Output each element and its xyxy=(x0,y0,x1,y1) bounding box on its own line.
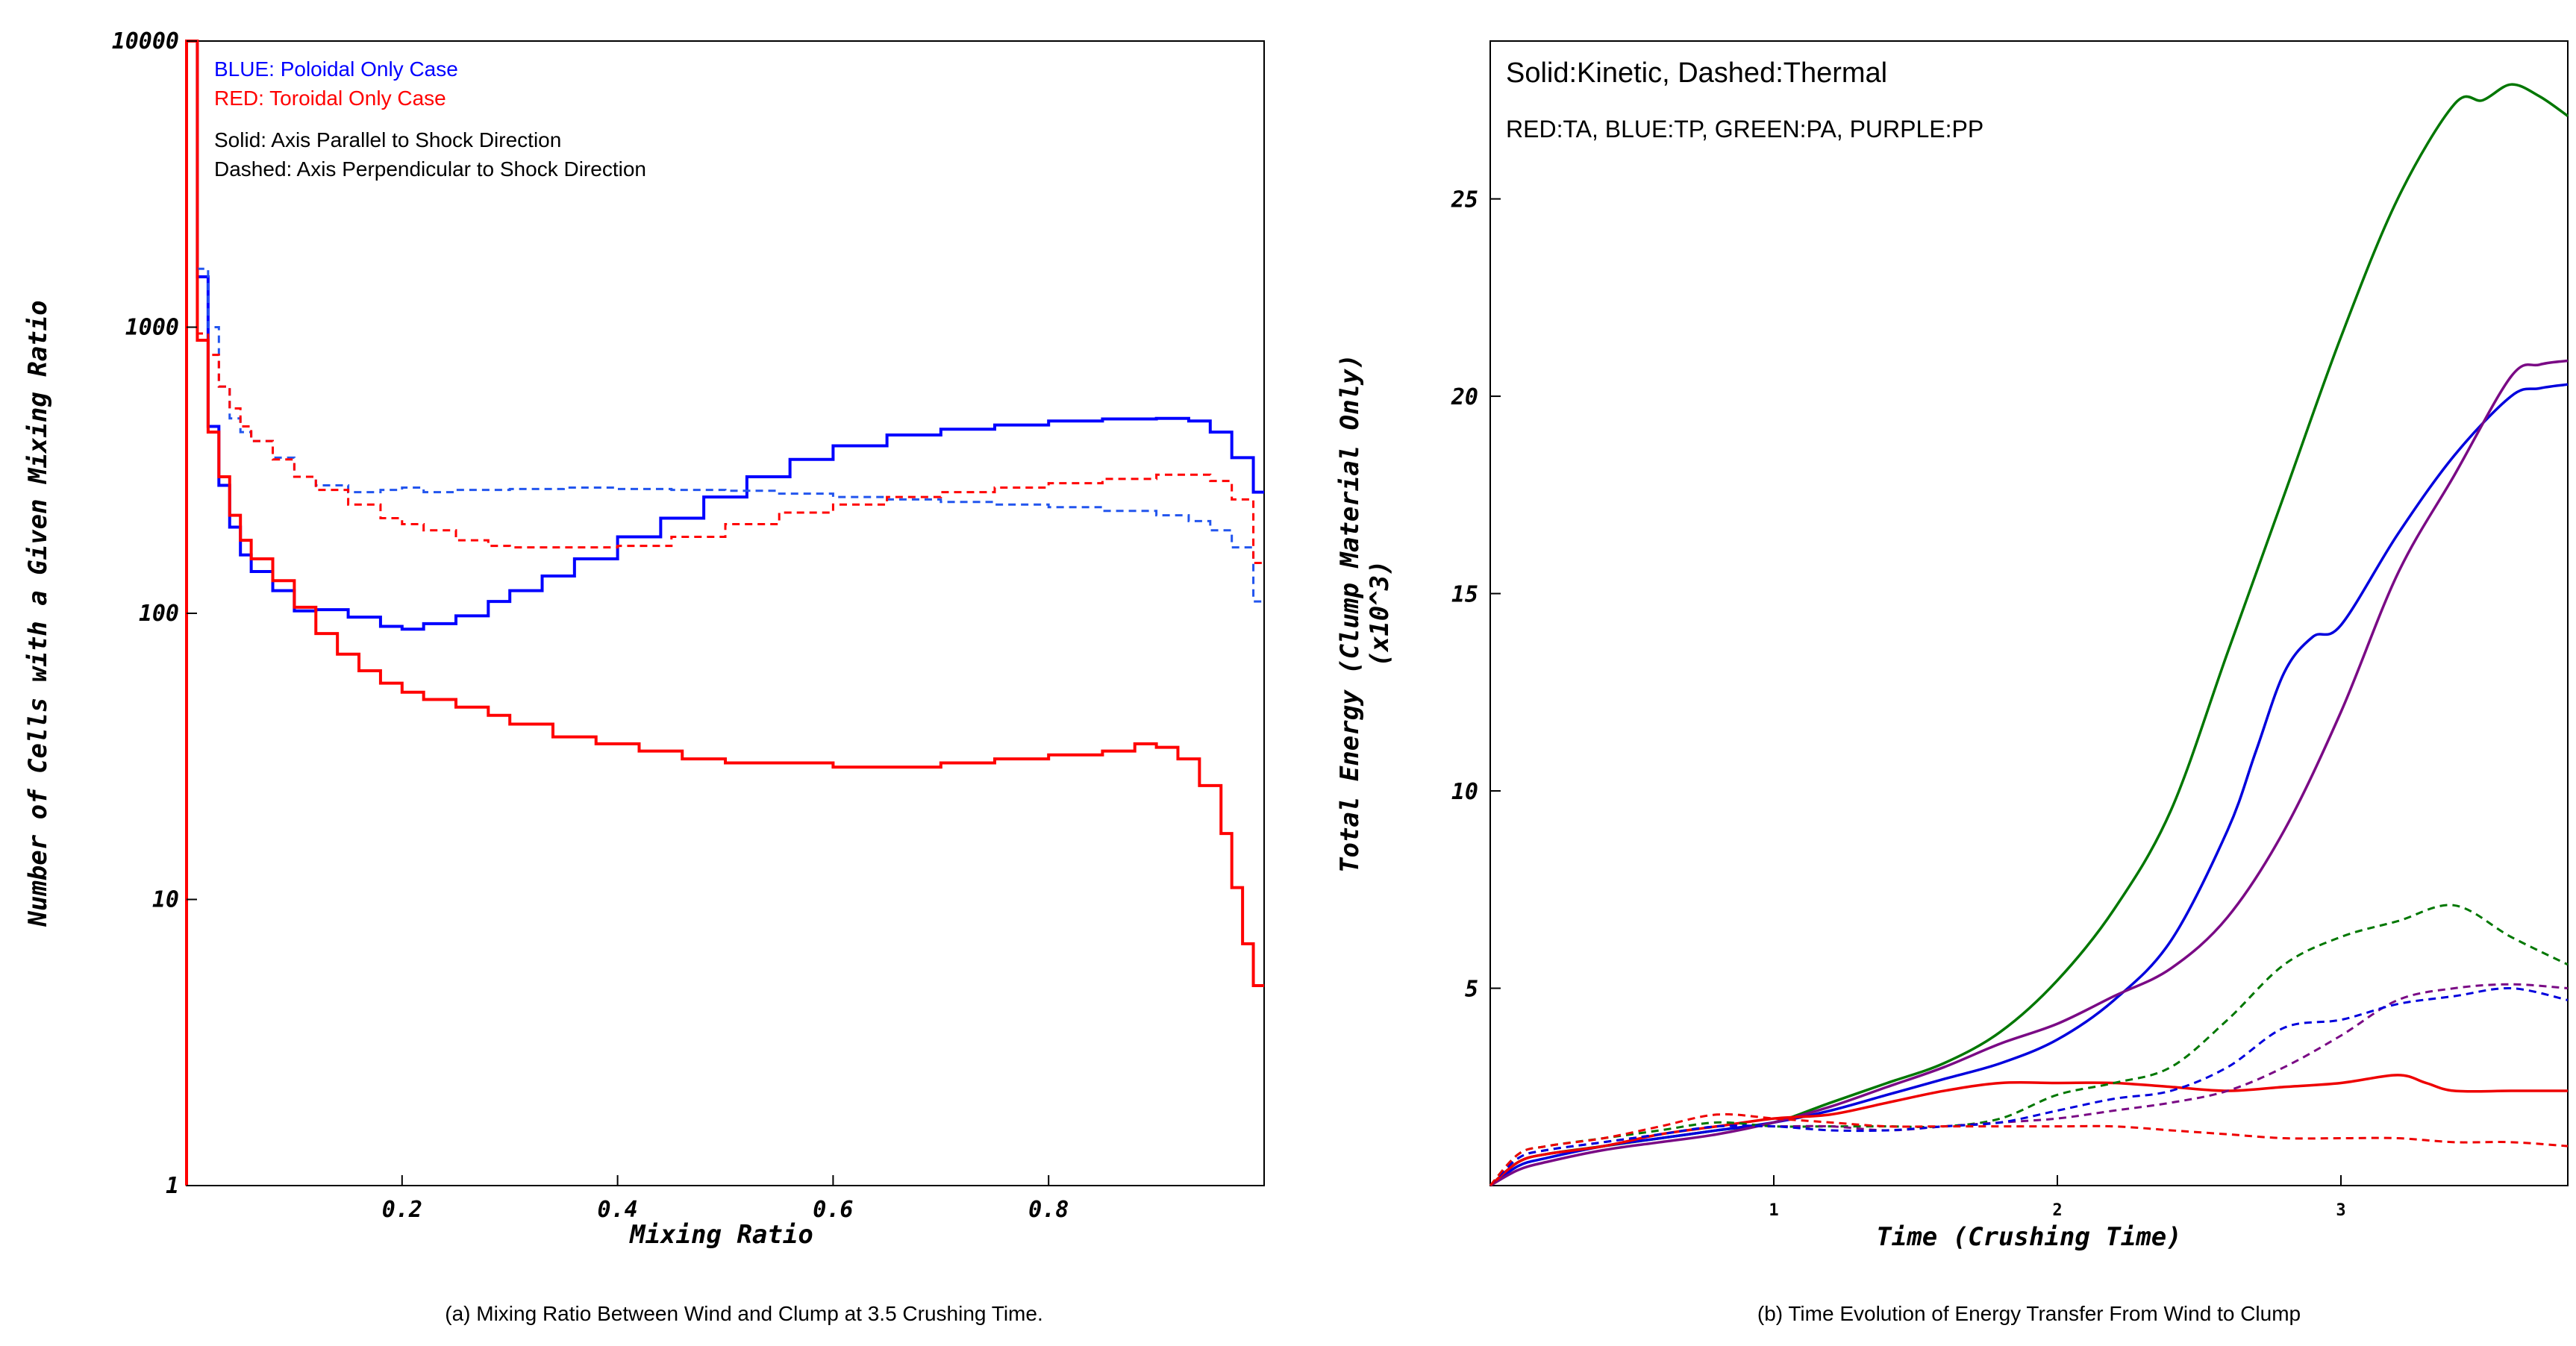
panel-b-y-tick-label: 15 xyxy=(1451,582,1478,608)
panel-b-x-tick-label: 3 xyxy=(2336,1201,2345,1220)
panel-a-x-tick-label: 0.8 xyxy=(1028,1197,1069,1223)
panel-a-series-2 xyxy=(185,40,1264,1186)
panel-b-y-tick-label: 5 xyxy=(1465,977,1478,1003)
panel-b-series-0 xyxy=(1489,83,2569,1187)
panel-a-series-0 xyxy=(185,40,1264,1186)
panel-a-y-tick-label: 10000 xyxy=(112,28,179,54)
panel-b-legend-entry: Solid:Kinetic, Dashed:Thermal xyxy=(1506,57,1887,89)
panel-b-energy: 1 2 3 5 10 15 20 25 Time (Crushing Time) Total … xyxy=(1335,40,2569,1325)
panel-b-series-2 xyxy=(1489,359,2569,1187)
panel-a-legend-entry: Solid: Axis Parallel to Shock Direction xyxy=(214,128,561,151)
panel-b-x-tick-label: 2 xyxy=(2052,1201,2062,1220)
panel-b-x-tick-label: 1 xyxy=(1769,1201,1778,1220)
panel-a-x-axis-label: Mixing Ratio xyxy=(629,1220,813,1250)
panel-b-y-axis-label: Total Energy (Clump Material Only) xyxy=(1335,354,1365,873)
panel-a-series-3 xyxy=(185,40,1264,1186)
panel-b-legend-entry: RED:TA, BLUE:TP, GREEN:PA, PURPLE:PP xyxy=(1506,116,1983,143)
panel-a-y-tick-label: 100 xyxy=(139,601,179,627)
panel-b-series-6 xyxy=(1489,987,2569,1187)
panel-b-y-tick-label: 10 xyxy=(1451,779,1478,805)
panel-a-x-tick-label: 0.6 xyxy=(813,1197,853,1223)
panel-a-series-1 xyxy=(185,40,1264,1186)
panel-a-y-tick-label: 10 xyxy=(152,887,179,913)
panel-a-y-tick-label: 1000 xyxy=(125,315,179,341)
panel-a-legend-entry: RED: Toroidal Only Case xyxy=(214,87,446,110)
panel-b-series-3 xyxy=(1489,1074,2568,1187)
panel-b-series-4 xyxy=(1489,904,2569,1187)
panel-a-mixing-ratio: 0.2 0.4 0.6 0.8 1 10 100 1000 10000 Mixing Ratio… xyxy=(23,28,1265,1325)
panel-a-x-tick-label: 0.4 xyxy=(598,1197,638,1223)
panel-a-y-axis-label: Number of Cells with a Given Mixing Rati… xyxy=(23,300,53,927)
panel-a-caption: (a) Mixing Ratio Between Wind and Clump … xyxy=(445,1302,1042,1325)
panel-b-series-7 xyxy=(1489,1112,2569,1187)
panel-b-series-1 xyxy=(1489,383,2569,1187)
panel-b-caption: (b) Time Evolution of Energy Transfer Fr… xyxy=(1757,1302,2301,1325)
panel-a-x-tick-label: 0.2 xyxy=(382,1197,422,1223)
panel-b-x-axis-label: Time (Crushing Time) xyxy=(1876,1222,2181,1252)
panel-b-y-axis-unit: (x10^3) xyxy=(1365,560,1395,666)
panel-a-legend-entry: Dashed: Axis Perpendicular to Shock Dire… xyxy=(214,157,646,181)
panel-a-legend-entry: BLUE: Poloidal Only Case xyxy=(214,57,458,81)
panel-b-y-tick-label: 20 xyxy=(1451,384,1478,410)
panel-b-series-5 xyxy=(1489,983,2569,1187)
panel-b-frame xyxy=(1489,40,2569,1186)
panel-a-y-tick-label: 1 xyxy=(166,1173,179,1199)
panel-b-y-tick-label: 25 xyxy=(1451,187,1478,213)
